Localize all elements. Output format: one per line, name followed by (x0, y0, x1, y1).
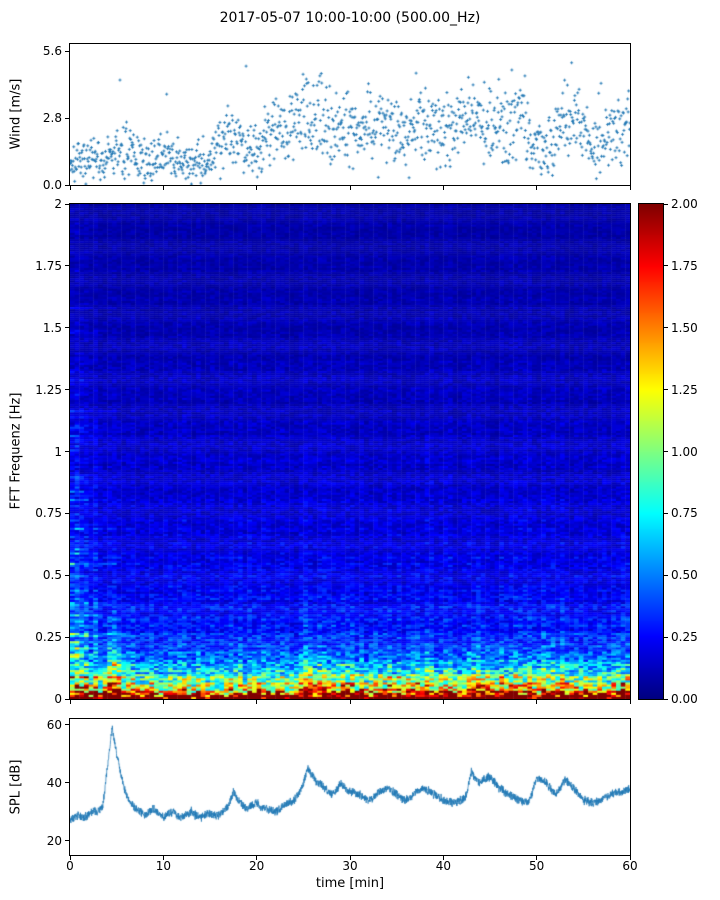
x-axis-label: time [min] (315, 876, 385, 891)
x-tick-mark (536, 700, 538, 704)
colorbar-tick-mark (664, 389, 668, 391)
colorbar-tick-mark (664, 265, 668, 267)
colorbar-tick-label: 1.50 (671, 320, 698, 335)
y-tick-label: 40 (46, 775, 62, 790)
x-tick-mark (162, 186, 164, 190)
x-tick-label: 50 (529, 859, 545, 873)
x-tick-mark (629, 856, 631, 860)
colorbar-tick-mark (664, 327, 668, 329)
x-tick-mark (442, 700, 444, 704)
colorbar-tick-label: 0.50 (671, 568, 698, 583)
colorbar-tick-mark (664, 451, 668, 452)
y-tick-mark (65, 636, 69, 638)
y-tick-mark (65, 840, 69, 842)
y-tick-mark (65, 327, 69, 329)
x-tick-mark (69, 700, 71, 704)
x-tick-label: 0 (66, 859, 74, 873)
y-tick-label: 20 (46, 833, 62, 848)
y-tick-label: 60 (46, 717, 62, 732)
y-tick-mark (65, 184, 69, 186)
x-tick-label: 20 (249, 859, 265, 873)
wind-canvas (70, 44, 630, 185)
x-tick-mark (256, 700, 258, 704)
x-tick-mark (629, 186, 631, 190)
spl-axes (69, 718, 631, 856)
colorbar-tick-label: 1.75 (671, 258, 698, 273)
y-tick-mark (65, 782, 69, 784)
y-tick-mark (65, 451, 69, 452)
y-tick-label: 1.5 (42, 320, 62, 335)
y-tick-label: 1.75 (35, 258, 62, 273)
x-tick-mark (69, 186, 71, 190)
x-tick-mark (69, 856, 71, 860)
x-tick-label: 10 (155, 859, 171, 873)
x-tick-mark (256, 186, 258, 190)
colorbar-tick-label: 0.75 (671, 506, 698, 521)
colorbar-tick-label: 0.00 (671, 692, 698, 706)
colorbar-tick-label: 2.00 (671, 197, 698, 211)
y-tick-mark (65, 389, 69, 391)
y-tick-label: 2.8 (42, 111, 62, 126)
x-tick-mark (256, 856, 258, 860)
y-tick-mark (65, 265, 69, 267)
x-tick-mark (349, 186, 351, 190)
colorbar-tick-label: 1.25 (671, 382, 698, 397)
y-tick-label: 0 (54, 692, 62, 706)
spectrogram-canvas (70, 204, 630, 699)
x-tick-mark (536, 856, 538, 860)
y-tick-label: 0.25 (35, 630, 62, 645)
x-tick-mark (162, 700, 164, 704)
x-tick-mark (629, 700, 631, 704)
y-tick-mark (65, 203, 69, 205)
y-tick-mark (65, 512, 69, 514)
colorbar-tick-mark (664, 203, 668, 205)
colorbar-tick-mark (664, 636, 668, 638)
x-tick-mark (162, 856, 164, 860)
colorbar-tick-label: 1.00 (671, 444, 698, 459)
y-tick-label: 0.75 (35, 506, 62, 521)
y-tick-mark (65, 574, 69, 576)
chart-title: 2017-05-07 10:00-10:00 (500.00_Hz) (219, 10, 481, 26)
x-tick-mark (442, 856, 444, 860)
y-tick-mark (65, 50, 69, 52)
y-tick-label: 1.25 (35, 382, 62, 397)
x-tick-mark (349, 700, 351, 704)
y-tick-label: 1 (54, 444, 62, 459)
colorbar-tick-mark (664, 512, 668, 514)
y-tick-mark (65, 724, 69, 726)
y-tick-label: 5.6 (42, 44, 62, 59)
colorbar (638, 203, 664, 700)
y-tick-label: 0.5 (42, 568, 62, 583)
x-tick-mark (349, 856, 351, 860)
y-tick-mark (65, 117, 69, 119)
colorbar-tick-mark (664, 698, 668, 700)
colorbar-canvas (639, 204, 663, 699)
y-tick-mark (65, 698, 69, 700)
spl-canvas (70, 719, 630, 855)
x-tick-mark (536, 186, 538, 190)
x-tick-label: 30 (342, 859, 358, 873)
x-tick-label: 60 (622, 859, 638, 873)
y-tick-label: 0.0 (42, 178, 62, 192)
wind-axes (69, 43, 631, 186)
y-tick-label: 2 (54, 197, 62, 211)
x-tick-label: 40 (435, 859, 451, 873)
x-tick-mark (442, 186, 444, 190)
colorbar-tick-label: 0.25 (671, 630, 698, 645)
colorbar-tick-mark (664, 574, 668, 576)
spectrogram-axes (69, 203, 631, 700)
